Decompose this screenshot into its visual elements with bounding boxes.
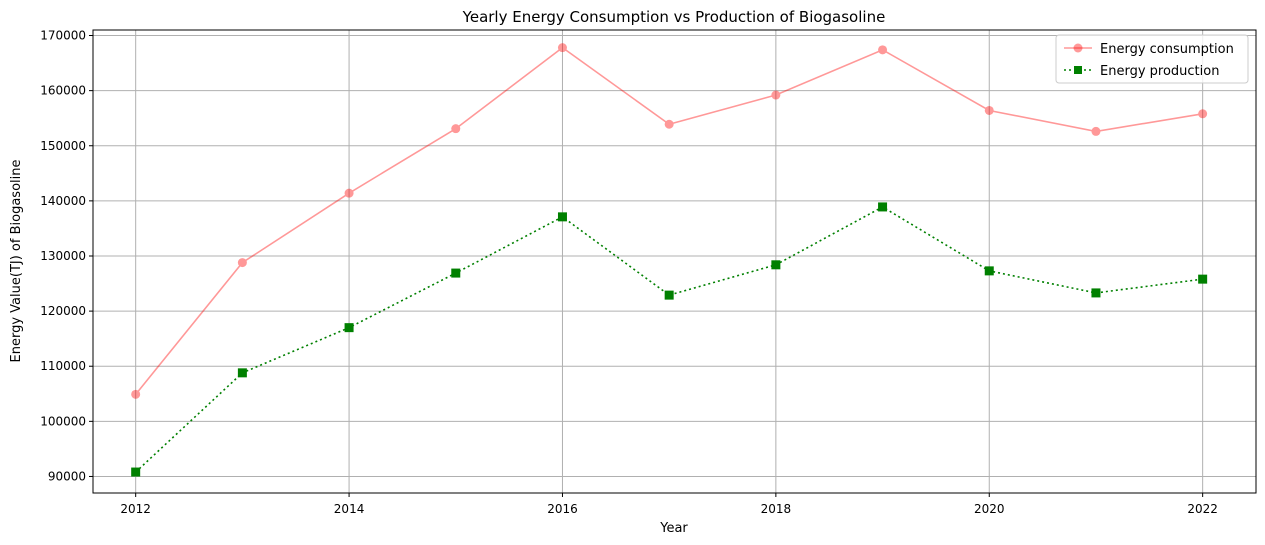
data-point [237, 368, 247, 378]
y-tick-label: 160000 [40, 84, 86, 98]
series-line [135, 206, 1203, 473]
data-point [771, 90, 781, 100]
grid [93, 30, 1256, 493]
y-tick-label: 110000 [40, 359, 86, 373]
legend-box [1055, 34, 1249, 84]
y-tick-label: 150000 [40, 139, 86, 153]
data-point [664, 290, 674, 300]
data-point [131, 389, 141, 399]
y-tick-label: 140000 [40, 194, 86, 208]
data-point [984, 266, 994, 276]
data-point [344, 323, 354, 333]
data-point [451, 124, 461, 134]
data-point [1198, 274, 1208, 284]
x-axis: 2012 2014 2016 2018 2020 2022 [120, 493, 1218, 516]
y-tick-label: 130000 [40, 249, 86, 263]
data-point [664, 119, 674, 129]
y-axis-label: Energy Value(TJ) of Biogasoline [9, 160, 24, 363]
data-point [1091, 126, 1101, 136]
x-tick-label: 2020 [974, 502, 1005, 516]
series-line [135, 46, 1203, 395]
data-point [878, 202, 888, 212]
x-tick-label: 2012 [120, 502, 151, 516]
legend-marker-production [1074, 66, 1082, 74]
data-point [557, 212, 567, 222]
data-point [878, 45, 888, 55]
series-1 [131, 202, 1208, 477]
x-tick-label: 2022 [1187, 502, 1218, 516]
y-axis: 90000 100000 110000 120000 130000 140000 15000… [40, 29, 93, 483]
y-tick-label: 120000 [40, 304, 86, 318]
data-point [344, 188, 354, 198]
data-point [237, 258, 247, 268]
y-tick-label: 100000 [40, 414, 86, 428]
y-tick-label: 90000 [48, 469, 86, 483]
series-0 [131, 43, 1208, 399]
legend: Energy consumption Energy production [1055, 34, 1249, 84]
plot-frame [92, 29, 1257, 494]
data-point [1091, 288, 1101, 298]
data-point [1198, 109, 1208, 119]
data-point [771, 260, 781, 270]
series-layer [131, 43, 1208, 477]
x-axis-label: Year [659, 521, 688, 536]
x-tick-label: 2018 [761, 502, 792, 516]
y-tick-label: 170000 [40, 29, 86, 43]
legend-label-production: Energy production [1100, 64, 1219, 79]
chart-title: Yearly Energy Consumption vs Production … [462, 8, 886, 26]
legend-marker-consumption [1073, 43, 1083, 53]
x-tick-label: 2014 [334, 502, 365, 516]
data-point [131, 467, 141, 477]
data-point [451, 268, 461, 278]
data-point [557, 43, 567, 53]
data-point [984, 105, 994, 115]
legend-label-consumption: Energy consumption [1100, 42, 1234, 57]
x-tick-label: 2016 [547, 502, 578, 516]
